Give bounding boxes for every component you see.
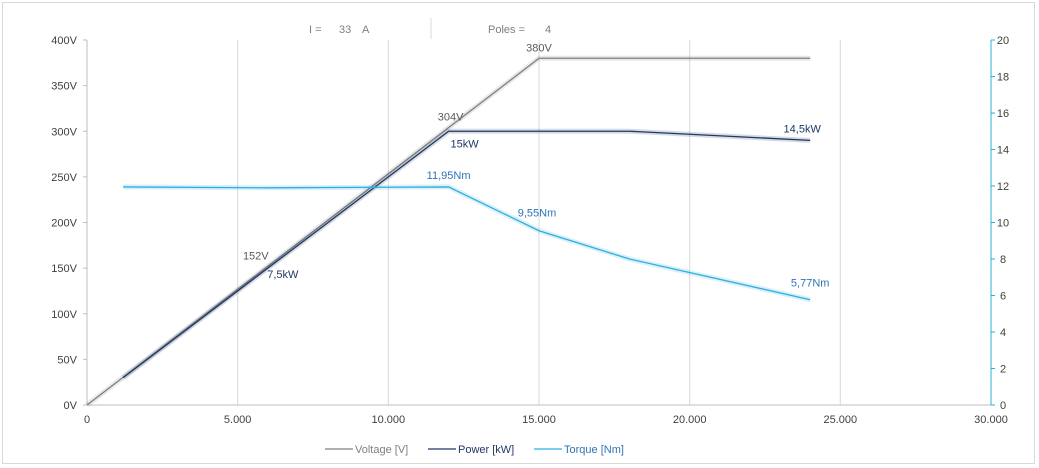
x-tick-label: 10.000	[372, 414, 406, 426]
x-tick-label: 0	[84, 414, 90, 426]
voltage-data-label: 152V	[243, 250, 269, 262]
torque-line	[123, 186, 811, 301]
y-right-tick-label: 2	[1000, 364, 1006, 376]
y-left-tick-label: 400V	[51, 35, 77, 47]
torque-data-label: 11,95Nm	[427, 170, 471, 182]
torque-data-label: 9,55Nm	[518, 208, 557, 220]
series-lines	[85, 55, 811, 407]
y-right-tick-label: 4	[1000, 327, 1006, 339]
torque-line-shadow	[123, 184, 811, 303]
y-left-tick-label: 350V	[51, 81, 77, 93]
voltage-legend-label: Voltage [V]	[355, 444, 408, 456]
voltage-line-shadow	[85, 55, 811, 407]
y-right-tick-label: 12	[997, 181, 1009, 193]
y-left-tick-label: 50V	[57, 354, 77, 366]
power-data-label: 7,5kW	[267, 269, 299, 281]
voltage-line	[86, 57, 811, 406]
y-left-tick-label: 100V	[51, 309, 77, 321]
y-right-tick-label: 18	[997, 72, 1009, 84]
poles-value: 4	[545, 24, 551, 36]
y-left-tick-label: 150V	[51, 263, 77, 275]
power-data-label: 15kW	[451, 138, 480, 150]
power-line-shadow	[121, 128, 811, 380]
grid-lines	[237, 40, 992, 405]
chart-header: I = 33 A Poles = 4	[309, 18, 551, 39]
torque-data-label: 5,77Nm	[791, 278, 830, 290]
axes: 0 5.000 10.000 15.000 20.000 25.000 30.000 0V 50…	[51, 35, 1009, 426]
y-right-tick-label: 14	[997, 145, 1009, 157]
power-legend-label: Power [kW]	[458, 444, 514, 456]
power-line	[122, 130, 811, 379]
current-unit: A	[362, 24, 370, 36]
chart: I = 33 A Poles = 4 0 5.000 10.000 15.000 20.…	[51, 18, 1009, 456]
y-right-tick-label: 6	[1000, 291, 1006, 303]
current-value: 33	[339, 24, 351, 36]
y-left-tick-label: 0V	[64, 400, 78, 412]
y-right-tick-label: 16	[997, 108, 1009, 120]
torque-legend-label: Torque [Nm]	[564, 444, 624, 456]
current-label: I =	[309, 24, 322, 36]
y-left-tick-label: 200V	[51, 218, 77, 230]
y-left-tick-label: 250V	[51, 172, 77, 184]
voltage-data-label: 304V	[438, 112, 464, 124]
poles-label: Poles =	[488, 24, 525, 36]
x-tick-label: 20.000	[673, 414, 707, 426]
x-tick-label: 30.000	[974, 414, 1008, 426]
x-tick-label: 25.000	[824, 414, 858, 426]
voltage-data-label: 380V	[526, 42, 552, 54]
power-data-label: 14,5kW	[784, 123, 822, 135]
y-right-tick-label: 20	[997, 35, 1009, 47]
y-left-tick-label: 300V	[51, 126, 77, 138]
y-right-tick-label: 8	[1000, 254, 1006, 266]
y-right-tick-label: 10	[997, 218, 1009, 230]
x-tick-label: 5.000	[224, 414, 252, 426]
data-labels: 380V 304V 152V 14,5kW 15kW 7,5kW 11,95Nm 9,55Nm…	[243, 42, 830, 289]
legend: Voltage [V] Power [kW] Torque [Nm]	[325, 444, 624, 456]
y-right-tick-label: 0	[1000, 400, 1006, 412]
x-tick-label: 15.000	[522, 414, 556, 426]
